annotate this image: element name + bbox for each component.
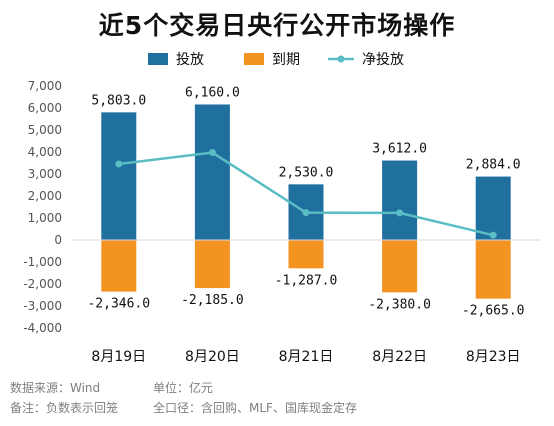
data-label-outflow: -2,346.0	[87, 297, 150, 312]
net-point	[489, 231, 497, 239]
bar-outflow	[288, 240, 324, 269]
bar-inflow	[475, 176, 511, 240]
legend-label-outflow: 到期	[272, 52, 300, 68]
bar-inflow	[101, 112, 137, 240]
net-point	[208, 149, 216, 157]
chart-canvas: 投放 到期 净投放 -4,000 -3,000 -2,000 -1,000 0 1,000 2,0…	[23, 52, 540, 365]
footer-unit: 单位：亿元	[153, 381, 214, 395]
data-label-inflow: 2,530.0	[279, 165, 334, 180]
x-tick-label: 8月19日	[91, 349, 146, 365]
x-tick-label: 8月23日	[466, 349, 521, 365]
chart-title: 近5个交易日央行公开市场操作	[98, 11, 456, 40]
bar-outflow	[101, 240, 137, 292]
bar-outflow	[382, 240, 418, 293]
net-point	[302, 209, 310, 217]
y-tick-label: 6,000	[28, 101, 62, 115]
legend-swatch-outflow	[244, 53, 264, 65]
y-tick-label: 5,000	[28, 123, 62, 137]
y-tick-label: 3,000	[28, 167, 62, 181]
bar-inflow	[382, 160, 418, 240]
data-label-inflow: 5,803.0	[91, 93, 146, 108]
footer-note: 备注：负数表示回笼	[10, 401, 119, 415]
x-tick-label: 8月20日	[185, 349, 240, 365]
legend-label-inflow: 投放	[176, 52, 204, 68]
data-label-outflow: -2,185.0	[181, 293, 244, 308]
y-tick-label: -3,000	[23, 299, 62, 313]
data-label-outflow: -2,380.0	[368, 297, 431, 312]
y-tick-label: 4,000	[28, 145, 62, 159]
y-tick-label: 1,000	[28, 211, 62, 225]
footer-source: 数据来源：Wind	[10, 381, 101, 395]
bar-outflow	[194, 240, 230, 289]
y-tick-label: 0	[54, 233, 62, 247]
y-tick-label: -1,000	[23, 255, 62, 269]
bar-inflow	[194, 104, 230, 240]
legend-swatch-inflow	[148, 53, 168, 65]
y-tick-label: -2,000	[23, 277, 62, 291]
data-label-inflow: 2,884.0	[466, 158, 521, 173]
data-label-inflow: 3,612.0	[372, 142, 427, 157]
data-label-outflow: -2,665.0	[462, 304, 525, 319]
legend-label-net: 净投放	[362, 52, 404, 68]
chart-footer: 数据来源：Wind 单位：亿元 备注：负数表示回笼 全口径：含回购、MLF、国库…	[10, 378, 357, 418]
data-label-inflow: 6,160.0	[185, 85, 240, 100]
x-tick-label: 8月22日	[372, 349, 427, 365]
y-tick-label: 2,000	[28, 189, 62, 203]
data-label-outflow: -1,287.0	[275, 273, 338, 288]
footer-scope: 全口径：含回购、MLF、国库现金定存	[153, 401, 357, 415]
y-tick-label: 7,000	[28, 79, 62, 93]
net-point	[115, 160, 123, 168]
legend-swatch-net-marker	[337, 55, 345, 63]
y-tick-label: -4,000	[23, 321, 62, 335]
bar-outflow	[475, 240, 511, 299]
x-tick-label: 8月21日	[279, 349, 334, 365]
net-point	[396, 209, 404, 217]
